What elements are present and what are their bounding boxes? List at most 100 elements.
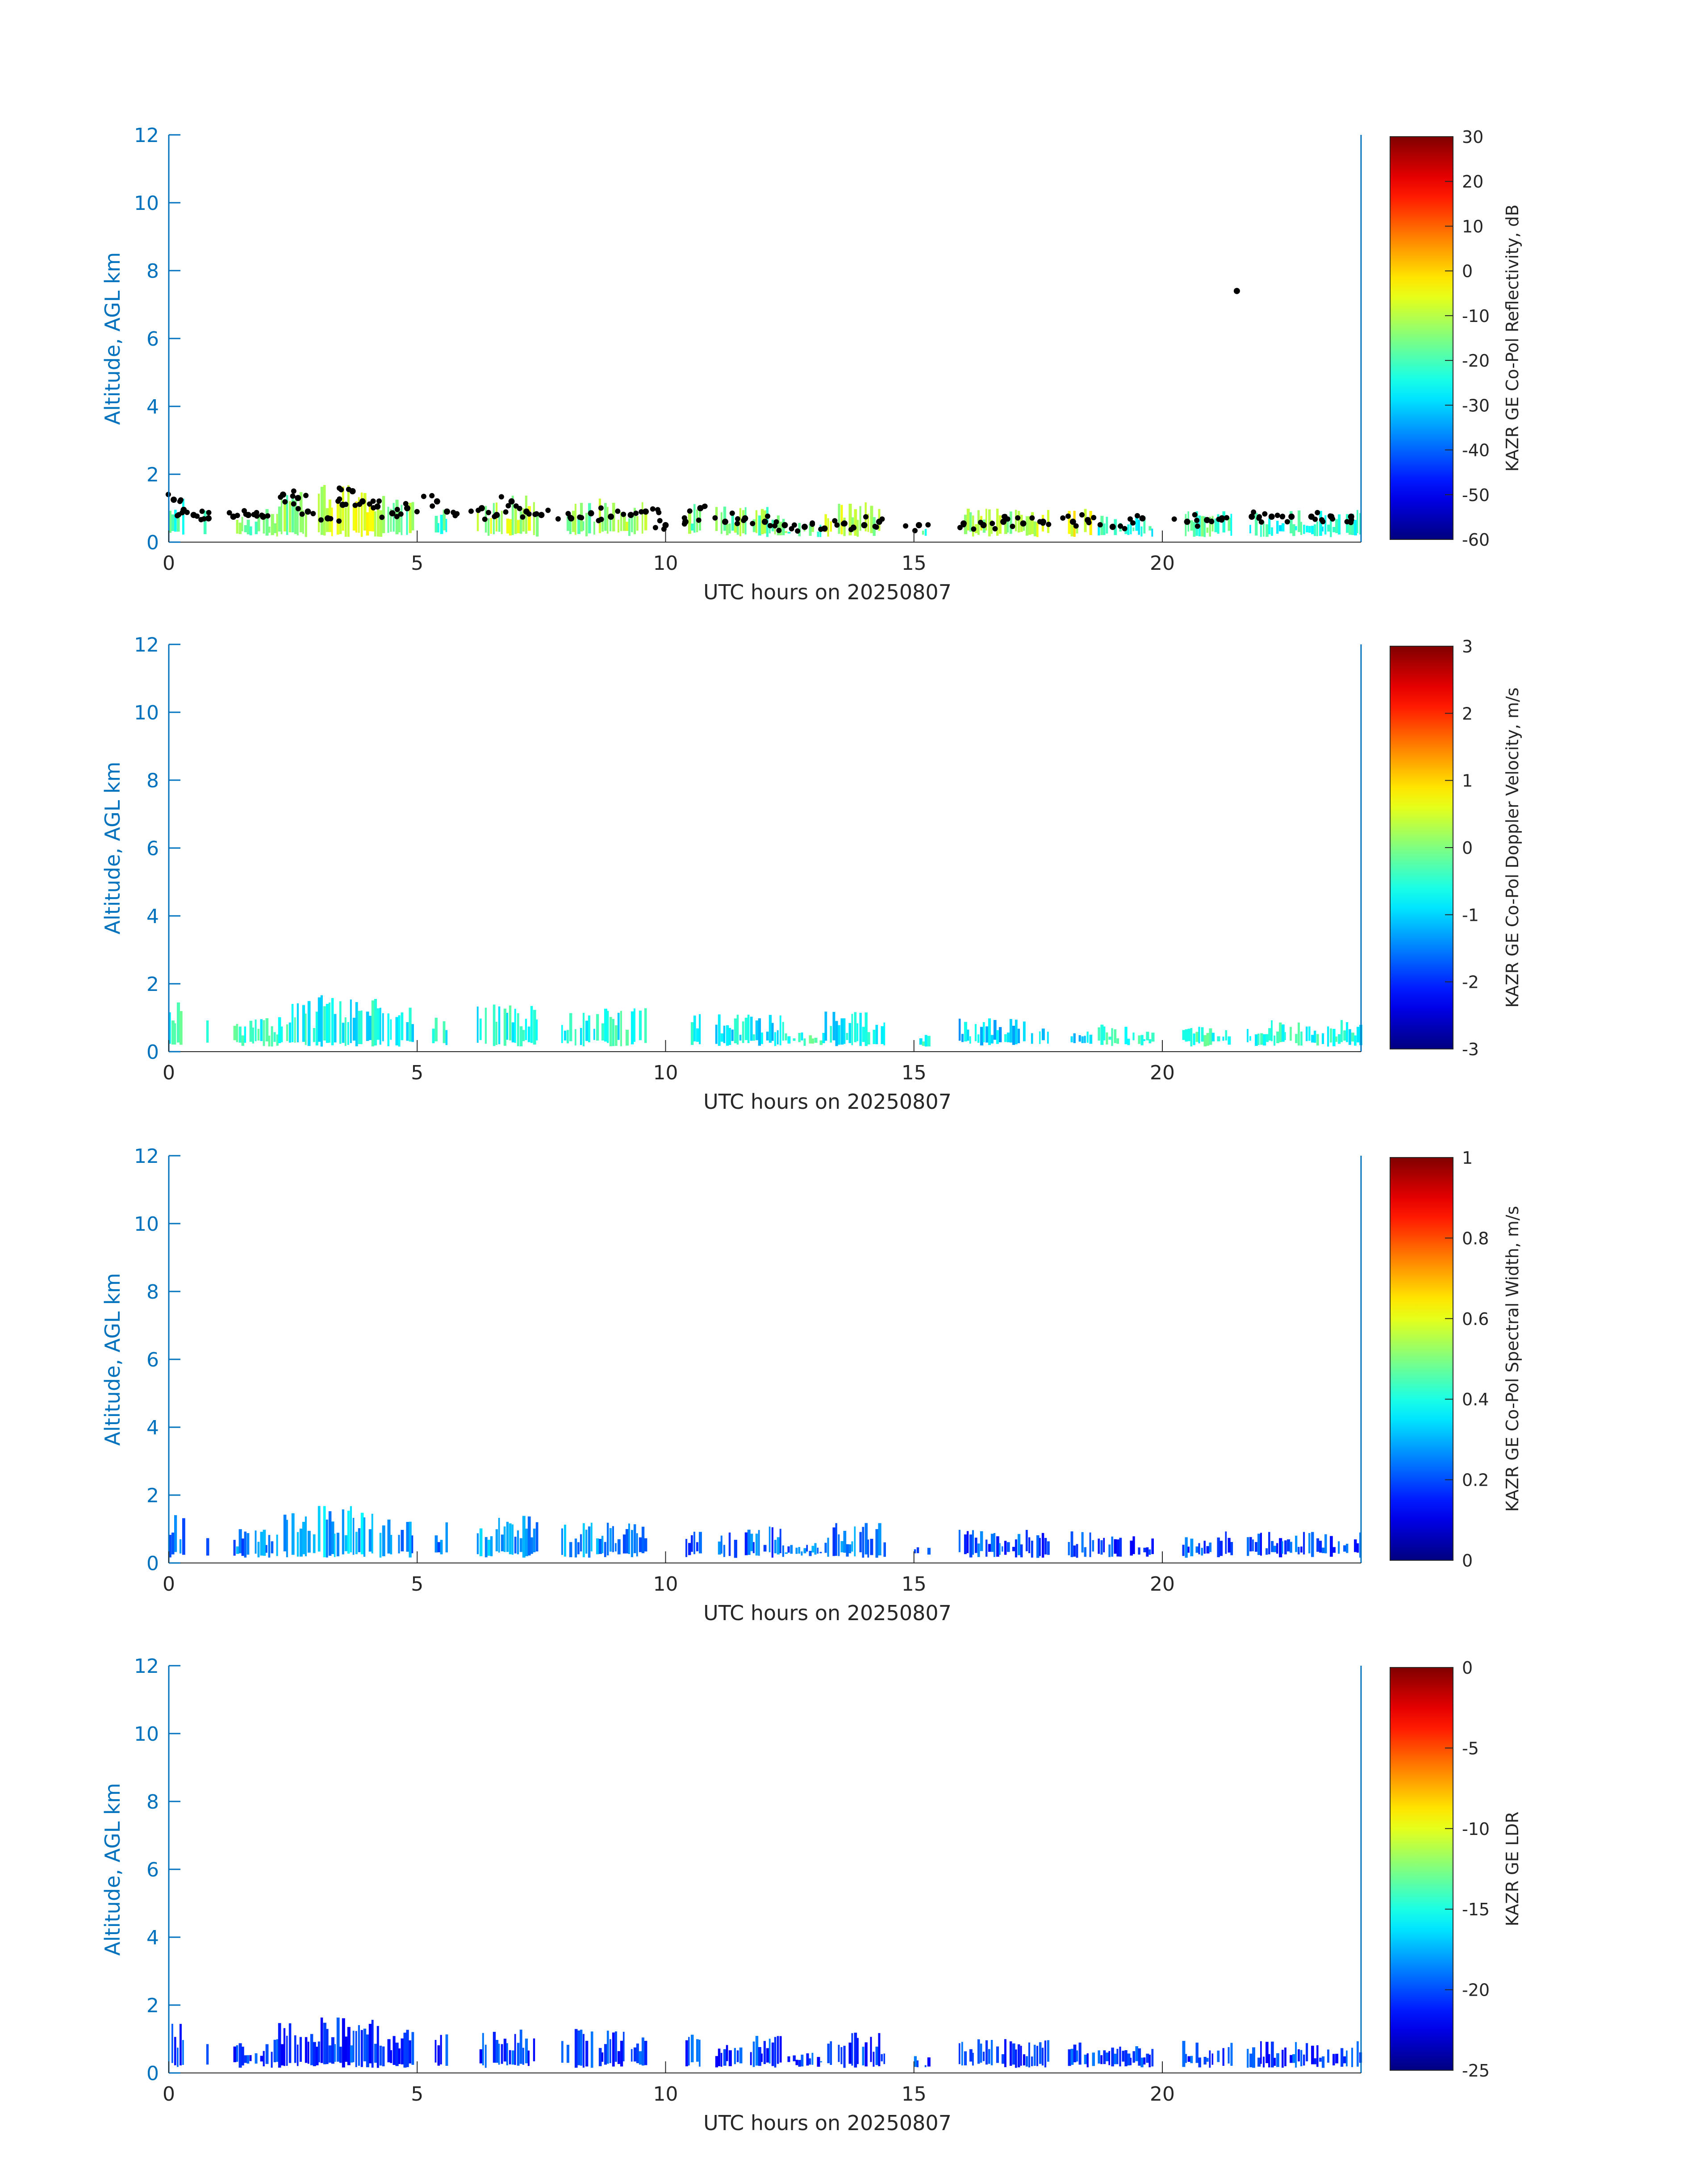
cloud-column <box>305 510 307 537</box>
cloud-column <box>1222 511 1226 533</box>
cloud-column <box>302 510 304 534</box>
cloud-column <box>1004 514 1007 534</box>
cloud-column <box>972 515 974 537</box>
cloud-base-point <box>795 528 801 534</box>
cloud-base-point <box>579 515 585 521</box>
cloud-base-point <box>1109 523 1116 530</box>
cloud-column <box>1114 1539 1117 1554</box>
cloud-base-point <box>346 486 351 492</box>
cloud-column <box>693 1532 695 1554</box>
cloud-column <box>268 1535 271 1558</box>
cloud-column <box>1195 2043 1199 2063</box>
colorbar-tick-label: 0 <box>1462 838 1473 858</box>
cloud-column <box>525 1529 528 1556</box>
cloud-column <box>1203 516 1206 537</box>
cloud-column <box>273 1032 276 1042</box>
cloud-column <box>766 1032 769 1040</box>
cloud-column <box>1012 2043 1015 2065</box>
cloud-column <box>873 2052 875 2067</box>
cloud-column <box>593 1028 595 1040</box>
cloud-column <box>1201 1548 1203 1556</box>
cloud-column <box>588 503 591 534</box>
cloud-column <box>1151 2049 1154 2067</box>
cloud-base-point <box>503 509 509 515</box>
colorbar-tick-label: 1 <box>1462 771 1473 791</box>
cloud-column <box>859 1532 862 1552</box>
cloud-column <box>1314 524 1316 536</box>
cloud-base-point <box>1001 514 1007 519</box>
cloud-base-point <box>1219 517 1224 523</box>
cloud-column <box>288 2023 292 2063</box>
cloud-column <box>582 2034 585 2068</box>
cloud-column <box>331 507 333 536</box>
cloud-column <box>914 1549 916 1554</box>
cloud-column <box>1041 1533 1044 1558</box>
cloud-column <box>238 522 242 534</box>
cloud-column <box>1211 1032 1215 1041</box>
cloud-column <box>811 526 814 532</box>
cloud-column <box>260 1019 263 1041</box>
cloud-column <box>777 1537 780 1554</box>
cloud-column <box>566 2045 569 2063</box>
cloud-column <box>961 2042 963 2066</box>
cloud-column <box>1135 516 1139 531</box>
cloud-column <box>1303 525 1305 534</box>
y-tick-label: 10 <box>134 702 159 724</box>
cloud-column <box>760 2053 763 2062</box>
cloud-column <box>1265 524 1269 537</box>
cloud-column <box>1252 2047 1255 2068</box>
cloud-column <box>1146 1032 1149 1040</box>
cloud-column <box>774 2037 777 2068</box>
cloud-column <box>1222 2048 1224 2066</box>
cloud-column <box>1028 516 1031 535</box>
cloud-column <box>1209 517 1211 537</box>
cloud-column <box>1206 1546 1210 1554</box>
cloud-column <box>169 1012 171 1044</box>
cloud-column <box>620 2040 623 2067</box>
cloud-column <box>1300 2050 1303 2066</box>
cloud-column <box>1001 1546 1003 1552</box>
y-tick-label: 6 <box>146 1349 159 1371</box>
cloud-column <box>315 2047 319 2065</box>
cloud-column <box>1324 515 1327 535</box>
cloud-column <box>1103 1026 1106 1040</box>
cloud-column <box>1228 518 1231 531</box>
cloud-column <box>1084 1036 1086 1043</box>
cloud-column <box>409 502 412 533</box>
cloud-column <box>355 1532 358 1554</box>
cloud-base-point <box>451 510 456 515</box>
cloud-column <box>873 1030 876 1045</box>
cloud-column <box>699 2039 701 2067</box>
cloud-column <box>574 1538 577 1558</box>
cloud-column <box>625 1029 629 1046</box>
cloud-column <box>437 523 439 533</box>
cloud-column <box>530 1537 533 1554</box>
y-tick-label: 6 <box>146 1859 159 1881</box>
cloud-column <box>1308 1026 1311 1041</box>
cloud-column <box>265 1018 269 1042</box>
cloud-column <box>268 1036 271 1047</box>
cloud-column <box>334 1014 337 1043</box>
cloud-column <box>744 1018 748 1040</box>
cloud-column <box>1092 1540 1094 1552</box>
panel-4: 0 2 4 6 8 10 12 0 5 10 15 20 UTC hours on 20250807 Al… <box>100 1655 1522 2135</box>
cloud-column <box>644 1008 647 1043</box>
cloud-column <box>302 1005 305 1042</box>
cloud-base-point <box>290 493 296 499</box>
cloud-column <box>1028 1537 1031 1553</box>
cloud-base-point <box>476 507 481 513</box>
cloud-column <box>180 2024 182 2066</box>
cloud-column <box>182 2040 184 2065</box>
x-tick-label: 20 <box>1150 1061 1175 1084</box>
cloud-base-point <box>661 526 667 532</box>
cloud-column <box>1201 1027 1204 1042</box>
cloud-column <box>1276 1543 1278 1554</box>
cloud-column <box>1255 513 1258 536</box>
cloud-column <box>1274 2058 1276 2066</box>
cloud-base-point <box>379 514 385 520</box>
cloud-column <box>255 1530 257 1554</box>
cloud-column <box>734 1540 737 1558</box>
cloud-column <box>864 2042 868 2067</box>
cloud-column <box>171 514 175 531</box>
cloud-column <box>252 1028 254 1044</box>
